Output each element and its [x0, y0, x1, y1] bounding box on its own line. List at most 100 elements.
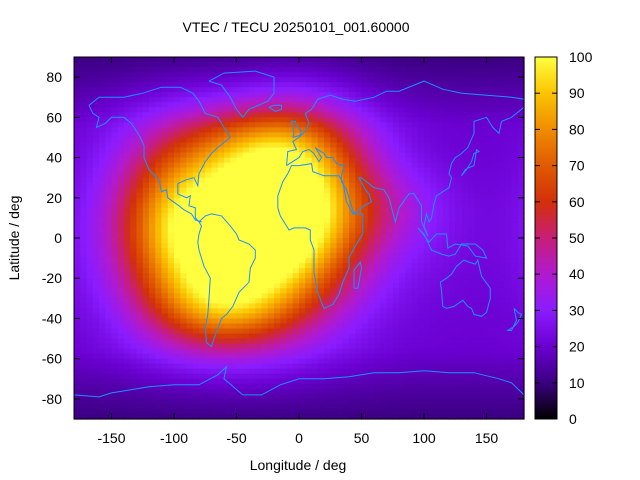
heat-cell	[142, 82, 150, 88]
heat-cell	[124, 403, 131, 410]
heat-cell	[99, 393, 106, 400]
heat-cell	[392, 167, 400, 174]
heat-cell	[236, 258, 244, 264]
heat-cell	[380, 167, 388, 174]
heat-cell	[117, 182, 125, 189]
heat-cell	[292, 268, 300, 274]
heat-cell	[474, 308, 481, 315]
heat-cell	[205, 358, 213, 365]
heat-cell	[286, 227, 294, 234]
heat-cell	[105, 323, 113, 330]
heat-cell	[380, 363, 388, 370]
heat-cell	[455, 112, 463, 118]
heat-cell	[424, 147, 431, 154]
heat-cell	[174, 157, 181, 164]
heat-cell	[392, 132, 400, 139]
heat-cell	[324, 142, 331, 149]
heat-cell	[211, 222, 219, 229]
heat-cell	[461, 283, 469, 289]
heat-cell	[374, 313, 381, 320]
heat-cell	[267, 102, 275, 108]
heat-cell	[167, 333, 175, 340]
heat-cell	[424, 278, 431, 284]
heat-cell	[117, 57, 125, 63]
heat-cell	[155, 182, 163, 189]
heat-cell	[467, 393, 475, 400]
heat-cell	[92, 358, 100, 365]
heat-cell	[511, 127, 519, 134]
heat-cell	[499, 328, 506, 335]
heat-cell	[211, 57, 219, 63]
heat-cell	[136, 157, 144, 164]
heat-cell	[336, 278, 344, 284]
heat-cell	[449, 378, 456, 385]
heat-cell	[280, 388, 288, 395]
heat-cell	[111, 333, 119, 340]
heat-cell	[355, 182, 363, 189]
heat-cell	[442, 182, 450, 189]
heat-cell	[511, 398, 519, 405]
heat-cell	[399, 117, 406, 123]
heat-cell	[292, 303, 300, 309]
heat-cell	[286, 328, 294, 335]
heat-cell	[349, 62, 356, 68]
heat-cell	[142, 217, 150, 224]
heat-cell	[361, 82, 369, 88]
heat-cell	[155, 122, 163, 128]
heat-cell	[199, 333, 206, 340]
heat-cell	[149, 162, 156, 169]
heat-cell	[211, 212, 219, 219]
heat-cell	[405, 157, 413, 164]
heat-cell	[336, 132, 344, 139]
heat-cell	[199, 212, 206, 219]
heat-cell	[286, 57, 294, 63]
heat-cell	[286, 162, 294, 169]
heat-cell	[261, 197, 269, 204]
heat-cell	[230, 207, 238, 214]
heat-cell	[392, 313, 400, 320]
heat-cell	[342, 62, 350, 68]
heat-cell	[311, 172, 319, 179]
heat-cell	[442, 97, 450, 103]
heat-cell	[430, 77, 438, 83]
heat-cell	[174, 273, 181, 279]
heat-cell	[205, 207, 213, 214]
heat-cell	[236, 122, 244, 128]
heat-cell	[167, 348, 175, 355]
heat-cell	[117, 132, 125, 139]
heat-cell	[311, 197, 319, 204]
heat-cell	[174, 132, 181, 139]
heat-cell	[74, 373, 81, 380]
heat-cell	[449, 62, 456, 68]
heat-cell	[267, 192, 275, 199]
heat-cell	[442, 167, 450, 174]
heat-cell	[111, 97, 119, 103]
heat-cell	[417, 378, 425, 385]
heat-cell	[186, 328, 194, 335]
heat-cell	[242, 87, 250, 93]
heat-cell	[92, 157, 100, 164]
heat-cell	[92, 222, 100, 229]
heat-cell	[386, 217, 394, 224]
heat-cell	[324, 343, 331, 350]
heat-cell	[380, 182, 388, 189]
heat-cell	[430, 348, 438, 355]
heat-cell	[99, 172, 106, 179]
heat-cell	[199, 388, 206, 395]
heat-cell	[149, 127, 156, 134]
heat-cell	[92, 182, 100, 189]
heat-cell	[199, 82, 206, 88]
heat-cell	[180, 378, 188, 385]
heat-cell	[430, 217, 438, 224]
heat-cell	[74, 298, 81, 304]
heat-cell	[361, 333, 369, 340]
heat-cell	[174, 67, 181, 73]
heat-cell	[449, 97, 456, 103]
heat-cell	[461, 388, 469, 395]
heat-cell	[424, 248, 431, 254]
heat-cell	[267, 378, 275, 385]
heat-cell	[111, 348, 119, 355]
heat-cell	[205, 338, 213, 345]
heat-cell	[436, 378, 444, 385]
heat-cell	[117, 338, 125, 345]
